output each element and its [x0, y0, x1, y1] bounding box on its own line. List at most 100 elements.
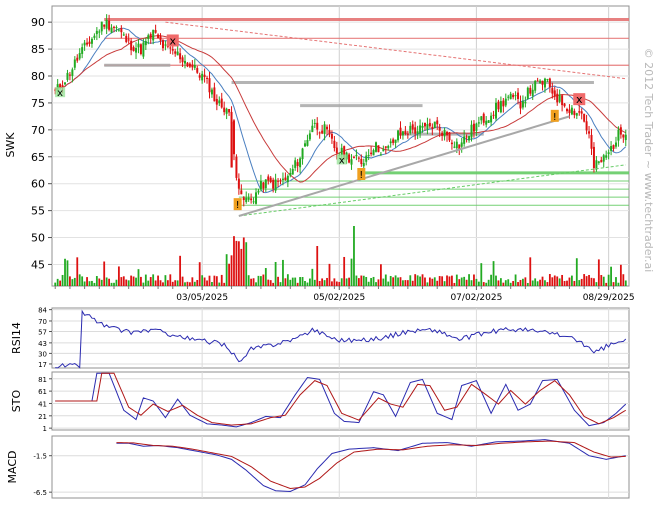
- indicator-y-label: 84: [38, 307, 47, 315]
- volume-bar: [76, 257, 79, 286]
- volume-bar: [166, 280, 169, 286]
- candle-body: [617, 129, 620, 141]
- volume-bar: [468, 274, 470, 286]
- volume-bar: [438, 276, 441, 286]
- volume-bar: [95, 276, 98, 286]
- sto-panel: 81 61 41 21 1 STO: [10, 371, 630, 433]
- candle-body: [443, 130, 446, 137]
- volume-bar: [424, 277, 426, 286]
- volume-bar: [548, 274, 551, 286]
- candle-body: [252, 201, 255, 203]
- candle-body: [264, 179, 267, 189]
- candle-body: [321, 130, 324, 134]
- candle-body: [605, 155, 608, 158]
- candle-body: [88, 41, 91, 44]
- volume-bar: [152, 274, 155, 286]
- indicator-y-label: 43: [38, 340, 47, 348]
- indicator-signal-line: [116, 440, 626, 490]
- candle-body: [382, 149, 385, 152]
- volume-bar: [571, 275, 573, 286]
- volume-bar: [441, 276, 444, 286]
- volume-bar: [566, 280, 568, 286]
- candle-body: [404, 130, 407, 134]
- volume-bar: [137, 269, 140, 286]
- rsi-lines: [55, 309, 627, 369]
- macd-panel: -1.5 -6.5 MACD: [6, 435, 630, 499]
- candle-body: [519, 101, 522, 109]
- candle-body: [482, 113, 485, 123]
- candle-body: [360, 158, 363, 165]
- volume-bar: [568, 277, 571, 286]
- volume-bar: [380, 264, 382, 286]
- candle-body: [196, 68, 199, 73]
- candle-body: [477, 122, 480, 124]
- volume-bar: [296, 282, 299, 286]
- date-label: 07/02/2025: [450, 293, 502, 303]
- indicator-y-label: 70: [38, 318, 47, 326]
- candle-body: [176, 51, 179, 56]
- volume-bar: [529, 257, 532, 286]
- volume-bar: [593, 278, 595, 286]
- volume-bar: [377, 279, 380, 286]
- volume-bar: [453, 282, 456, 286]
- volume-bar: [350, 258, 353, 286]
- indicator-main-line: [116, 439, 626, 492]
- candle-body: [389, 141, 392, 144]
- volume-bar: [372, 276, 375, 286]
- volume-bar: [343, 256, 346, 286]
- volume-bar: [519, 279, 522, 286]
- candle-body: [98, 31, 101, 33]
- trendline: [238, 115, 570, 217]
- candle-body: [348, 154, 351, 163]
- trendline: [165, 21, 626, 80]
- volume-bar: [171, 281, 174, 286]
- candle-body: [272, 179, 275, 189]
- volume-bar: [308, 278, 311, 286]
- volume-bar: [140, 276, 142, 286]
- volume-bar: [409, 275, 412, 286]
- indicator-main-line: [55, 372, 627, 428]
- candle-body: [105, 19, 108, 29]
- volume-bar: [536, 281, 539, 286]
- candle-body: [117, 29, 120, 31]
- candle-body: [269, 177, 272, 183]
- volume-bar: [135, 277, 137, 286]
- volume-bar: [250, 278, 253, 286]
- candle-body: [213, 87, 216, 102]
- volume-bar: [558, 278, 561, 286]
- volume-bar: [282, 259, 284, 286]
- sto-ylabel: STO: [10, 389, 23, 412]
- volume-bar: [237, 241, 240, 286]
- candle-body: [453, 146, 456, 148]
- candle-body: [316, 122, 319, 130]
- candle-body: [546, 79, 549, 81]
- candle-body: [186, 62, 189, 67]
- alert-signal-label: !: [236, 200, 240, 211]
- candle-body: [556, 93, 559, 103]
- volume-bar: [622, 274, 625, 286]
- volume-bar: [78, 274, 81, 286]
- volume-bar: [585, 276, 588, 286]
- price-y-label: 75: [31, 97, 45, 110]
- candle-body: [296, 162, 299, 167]
- volume-bar: [490, 274, 492, 286]
- candle-body: [115, 27, 118, 29]
- candle-body: [536, 80, 539, 82]
- volume-bar: [431, 278, 434, 286]
- volume-bar: [206, 280, 208, 286]
- candle-body: [184, 60, 187, 64]
- candle-body: [286, 175, 289, 183]
- candle-body: [397, 130, 400, 141]
- volume-bar: [370, 278, 373, 286]
- volume-bar: [174, 280, 177, 286]
- volume-bar: [144, 274, 147, 286]
- volume-bar: [103, 261, 106, 286]
- volume-bar: [428, 277, 431, 286]
- candle-body: [543, 78, 546, 88]
- volume-bar: [69, 276, 71, 286]
- candle-body: [284, 177, 287, 180]
- candle-body: [622, 134, 625, 138]
- volume-bar: [215, 276, 218, 286]
- candle-body: [108, 20, 111, 30]
- volume-bar: [247, 275, 250, 286]
